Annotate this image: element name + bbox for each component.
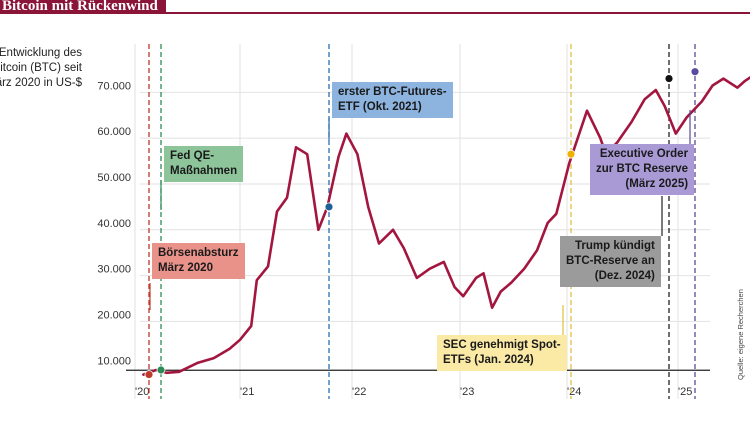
annotation-trump: Trump kündigt BTC-Reserve an (Dez. 2024) <box>560 236 661 287</box>
x-tick-label: '22 <box>352 386 366 398</box>
annotation-fed: Fed QE- Maßnahmen <box>164 146 244 182</box>
y-tick-label: 60.000 <box>97 126 131 138</box>
title-rule <box>0 12 750 14</box>
annotation-crash: Börsenabsturz März 2020 <box>152 243 245 279</box>
y-tick-label: 10.000 <box>97 355 131 367</box>
x-tick-label: '21 <box>240 386 254 398</box>
x-tick-label: '23 <box>460 386 474 398</box>
y-axis-label: Entwicklung des Bitcoin (BTC) seit März … <box>0 47 82 89</box>
y-tick-label: 40.000 <box>97 218 131 230</box>
btc-price-line <box>142 76 750 376</box>
x-tick-label: '20 <box>135 386 149 398</box>
title-bar: Bitcoin mit Rückenwind <box>0 0 750 14</box>
y-tick-label: 70.000 <box>97 80 131 92</box>
annotation-order: Executive Order zur BTC Reserve (März 20… <box>590 144 695 195</box>
event-dot-fed <box>156 365 166 375</box>
chart-title: Bitcoin mit Rückenwind <box>0 0 166 14</box>
event-dot-trump <box>664 74 674 83</box>
event-dot-sec <box>566 149 576 159</box>
x-tick-label: '25 <box>678 386 692 398</box>
annotation-sec: SEC genehmigt Spot- ETFs (Jan. 2024) <box>437 335 567 371</box>
event-dot-crash <box>144 370 154 379</box>
annotation-etf: erster BTC-Futures- ETF (Okt. 2021) <box>332 82 453 118</box>
event-dot-order <box>690 67 700 77</box>
y-tick-label: 50.000 <box>97 172 131 184</box>
event-dot-etf <box>324 202 334 212</box>
y-tick-label: 20.000 <box>97 309 131 321</box>
y-tick-label: 30.000 <box>97 264 131 276</box>
x-tick-label: '24 <box>567 386 581 398</box>
